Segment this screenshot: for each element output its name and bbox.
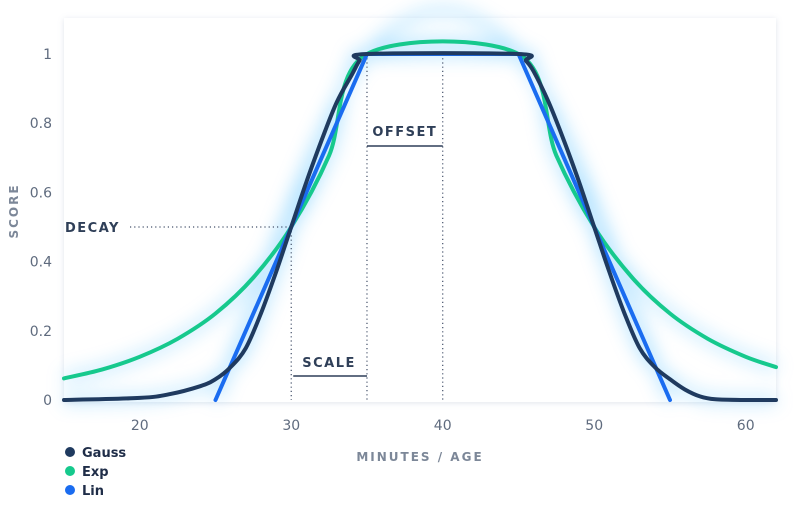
y-tick-0: 0 — [43, 393, 52, 409]
series-layer — [62, 39, 778, 403]
legend-label-exp: Exp — [82, 465, 109, 480]
x-tick-60: 60 — [737, 418, 755, 434]
x-tick-40: 40 — [434, 418, 452, 434]
x-tick-50: 50 — [585, 418, 603, 434]
legend-swatch-lin — [65, 485, 75, 495]
offset-label: OFFSET — [372, 125, 437, 140]
y-tick-1: 1 — [43, 47, 52, 63]
legend-item-gauss: Gauss — [65, 446, 126, 461]
y-tick-0-2: 0.2 — [30, 324, 52, 340]
legend-label-gauss: Gauss — [82, 446, 126, 461]
series-line-gauss — [62, 51, 778, 403]
series-glow-lin — [212, 7, 674, 402]
legend-item-lin: Lin — [65, 484, 104, 499]
tick-layer: 20 30 40 50 60 0 0.2 0.4 0.6 0.8 1 — [30, 47, 755, 434]
y-tick-0-8: 0.8 — [30, 116, 52, 132]
legend-label-lin: Lin — [82, 484, 104, 499]
series-line-exp — [62, 39, 778, 381]
y-axis-title: SCORE — [7, 183, 21, 238]
x-tick-30: 30 — [282, 418, 300, 434]
y-tick-0-4: 0.4 — [30, 255, 52, 271]
annotation-layer: DECAY OFFSET SCALE — [65, 54, 444, 400]
legend-item-exp: Exp — [65, 465, 109, 480]
legend-swatch-gauss — [65, 447, 75, 457]
legend: Gauss Exp Lin — [65, 446, 126, 499]
x-tick-20: 20 — [131, 418, 149, 434]
decay-label: DECAY — [65, 221, 120, 236]
y-tick-0-6: 0.6 — [30, 185, 52, 201]
scale-label: SCALE — [302, 356, 356, 371]
legend-swatch-exp — [65, 466, 75, 476]
x-axis-title: MINUTES / AGE — [356, 450, 483, 464]
